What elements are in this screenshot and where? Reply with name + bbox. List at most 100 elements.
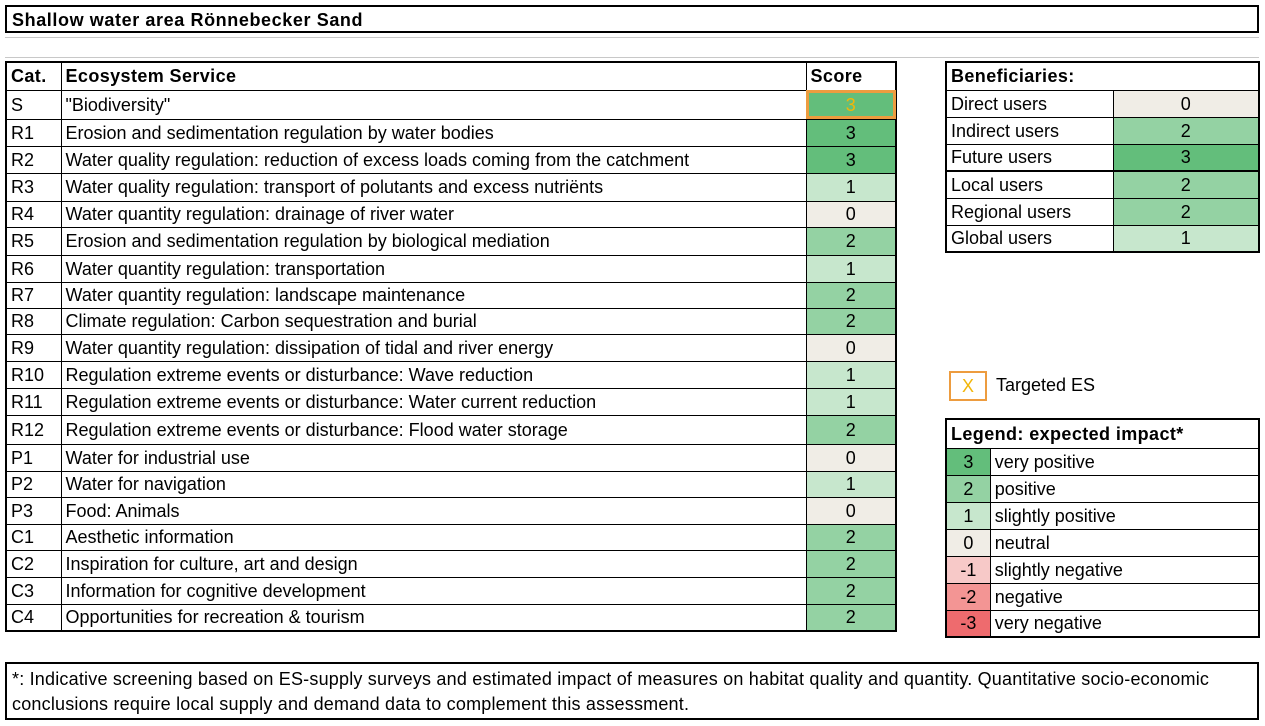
legend-swatch: 2 <box>945 474 991 503</box>
table-row: R10 Regulation extreme events or disturba… <box>5 360 897 389</box>
score-cell: 3 <box>805 145 897 174</box>
service-cell: Water quantity regulation: drainage of r… <box>60 200 807 228</box>
score-cell: 1 <box>805 360 897 389</box>
score-cell: 2 <box>805 523 897 551</box>
service-cell: "Biodiversity" <box>60 89 807 120</box>
service-cell: Water quality regulation: reduction of e… <box>60 145 807 174</box>
legend-row: 2 positive <box>945 474 1260 503</box>
targeted-key-label: Targeted ES <box>996 375 1096 395</box>
table-row: P3 Food: Animals 0 <box>5 496 897 525</box>
table-row: R4 Water quantity regulation: drainage of… <box>5 200 897 228</box>
cat-cell: R6 <box>5 254 62 283</box>
cat-cell: R5 <box>5 226 62 256</box>
beneficiary-row: Regional users 2 <box>945 197 1260 226</box>
score-cell: 2 <box>805 603 897 632</box>
legend-label: slightly negative <box>989 555 1260 584</box>
targeted-key-swatch: X <box>949 371 987 401</box>
legend-row: 0 neutral <box>945 528 1260 557</box>
cat-cell: R1 <box>5 118 62 147</box>
beneficiary-row: Local users 2 <box>945 170 1260 199</box>
legend-swatch: 0 <box>945 528 991 557</box>
legend-header: Legend: expected impact* <box>945 418 1260 449</box>
table-row: S "Biodiversity" 3 <box>5 89 897 120</box>
score-cell: 3 <box>805 118 897 147</box>
service-cell: Regulation extreme events or disturbance… <box>60 414 807 445</box>
beneficiary-score: 2 <box>1112 116 1260 145</box>
service-cell: Food: Animals <box>60 496 807 525</box>
service-cell: Regulation extreme events or disturbance… <box>60 387 807 416</box>
score-cell: 1 <box>805 387 897 416</box>
legend-row: -2 negative <box>945 582 1260 611</box>
service-cell: Aesthetic information <box>60 523 807 551</box>
table-row: C3 Information for cognitive development 2 <box>5 576 897 605</box>
legend-label: negative <box>989 582 1260 611</box>
cat-cell: C1 <box>5 523 62 551</box>
legend-label: neutral <box>989 528 1260 557</box>
table-row: R8 Climate regulation: Carbon sequestrati… <box>5 307 897 335</box>
table-row: R11 Regulation extreme events or disturba… <box>5 387 897 416</box>
service-cell: Climate regulation: Carbon sequestration… <box>60 307 807 335</box>
sheet-gridline <box>5 57 1259 58</box>
cat-cell: R7 <box>5 281 62 309</box>
beneficiary-row: Global users 1 <box>945 224 1260 253</box>
table-row: R7 Water quantity regulation: landscape m… <box>5 281 897 309</box>
legend-row: -1 slightly negative <box>945 555 1260 584</box>
table-row: R12 Regulation extreme events or disturba… <box>5 414 897 445</box>
legend-label: very positive <box>989 447 1260 476</box>
legend-swatch: -3 <box>945 609 991 638</box>
cat-cell: R10 <box>5 360 62 389</box>
beneficiary-label: Local users <box>945 170 1114 199</box>
header-cat: Cat. <box>5 61 62 91</box>
legend-rows: 3 very positive 2 positive 1 slightly positiv… <box>945 447 1260 638</box>
cat-cell: C4 <box>5 603 62 632</box>
service-cell: Erosion and sedimentation regulation by … <box>60 226 807 256</box>
score-cell: 1 <box>805 470 897 498</box>
header-score: Score <box>805 61 897 91</box>
score-cell: 1 <box>805 172 897 202</box>
legend-label: very negative <box>989 609 1260 638</box>
service-cell: Information for cognitive development <box>60 576 807 605</box>
legend-swatch: 3 <box>945 447 991 476</box>
cat-cell: R2 <box>5 145 62 174</box>
table-row: R1 Erosion and sedimentation regulation b… <box>5 118 897 147</box>
header-service: Ecosystem Service <box>60 61 807 91</box>
beneficiaries-header-row: Beneficiaries: <box>945 61 1259 91</box>
beneficiary-score: 2 <box>1112 197 1260 226</box>
legend-row: 1 slightly positive <box>945 501 1260 530</box>
beneficiary-score: 3 <box>1112 143 1260 172</box>
service-cell: Inspiration for culture, art and design <box>60 549 807 578</box>
cat-cell: R3 <box>5 172 62 202</box>
score-cell: 0 <box>805 443 897 472</box>
beneficiary-label: Direct users <box>945 89 1114 118</box>
cat-cell: P1 <box>5 443 62 472</box>
legend-row: -3 very negative <box>945 609 1260 638</box>
score-cell: 1 <box>805 254 897 283</box>
beneficiary-label: Global users <box>945 224 1114 253</box>
beneficiary-row: Future users 3 <box>945 143 1260 172</box>
table-row: C4 Opportunities for recreation & tourism… <box>5 603 897 632</box>
beneficiary-row: Direct users 0 <box>945 89 1260 118</box>
service-cell: Water quality regulation: transport of p… <box>60 172 807 202</box>
service-cell: Erosion and sedimentation regulation by … <box>60 118 807 147</box>
score-cell: 0 <box>805 200 897 228</box>
beneficiaries-header: Beneficiaries: <box>945 61 1259 91</box>
table-row: R3 Water quality regulation: transport of… <box>5 172 897 202</box>
table-row: C2 Inspiration for culture, art and desig… <box>5 549 897 578</box>
legend-label: positive <box>989 474 1260 503</box>
legend-header-row: Legend: expected impact* <box>945 418 1260 449</box>
beneficiary-score: 0 <box>1112 89 1260 118</box>
score-cell: 2 <box>805 281 897 309</box>
legend-row: 3 very positive <box>945 447 1260 476</box>
cat-cell: R9 <box>5 333 62 362</box>
service-cell: Opportunities for recreation & tourism <box>60 603 807 632</box>
legend-table: Legend: expected impact* 3 very positive 2… <box>945 418 1260 638</box>
score-cell: 2 <box>805 576 897 605</box>
cat-cell: C2 <box>5 549 62 578</box>
cat-cell: P3 <box>5 496 62 525</box>
table-row: P2 Water for navigation 1 <box>5 470 897 498</box>
service-cell: Water quantity regulation: dissipation o… <box>60 333 807 362</box>
beneficiary-label: Regional users <box>945 197 1114 226</box>
beneficiaries-table: Beneficiaries: Direct users 0 Indirect use… <box>945 61 1260 253</box>
cat-cell: R4 <box>5 200 62 228</box>
table-row: R6 Water quantity regulation: transportat… <box>5 254 897 283</box>
